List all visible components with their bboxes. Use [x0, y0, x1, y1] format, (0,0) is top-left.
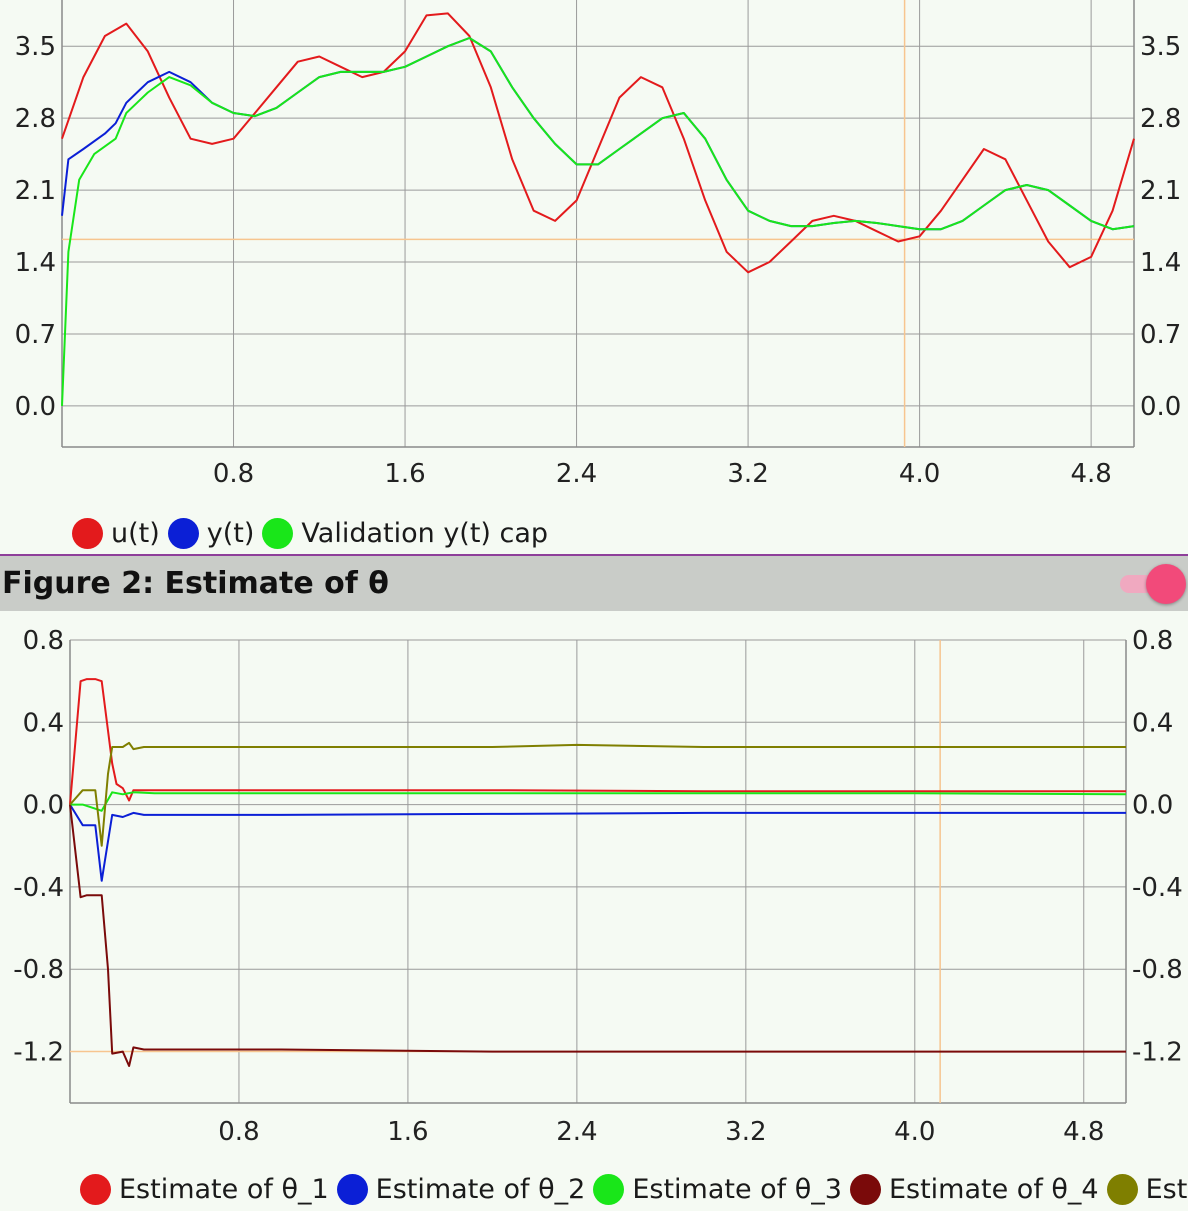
legend-label: Est — [1145, 1173, 1188, 1205]
y-tick-label-right: 0.8 — [1132, 626, 1173, 656]
legend-item: u(t) — [72, 517, 160, 549]
series-line-estimate-of-5 — [69, 741, 1126, 847]
y-tick-label-left: -0.8 — [13, 955, 64, 985]
y-tick-label-left: -1.2 — [13, 1038, 64, 1068]
series-line-y-t — [61, 37, 1135, 231]
legend-label: Validation y(t) cap — [301, 517, 549, 549]
series-line-estimate-of-1 — [69, 678, 1126, 805]
x-tick-label: 2.4 — [556, 1117, 597, 1147]
chart-1: 0.8 1.6 2.4 3.2 4.0 4.8 0.0 0.0 0.7 0.7 1.4 1.4 2.1 2… — [15, 0, 1181, 489]
legend-swatch — [167, 517, 199, 549]
legend-label: Estimate of θ_4 — [888, 1173, 1099, 1205]
x-tick-label: 4.0 — [894, 1117, 935, 1147]
x-tick-label: 0.8 — [213, 459, 254, 489]
series-line-validation-y-t-cap — [61, 37, 1135, 406]
x-tick-label: 4.8 — [1070, 459, 1111, 489]
legend-label: Estimate of θ_2 — [375, 1173, 586, 1205]
legend-label: u(t) — [111, 517, 160, 549]
legend-swatch — [80, 1173, 111, 1205]
legend-item: Estimate of θ_3 — [593, 1173, 842, 1205]
toggle-thumb — [1146, 564, 1186, 604]
legend-label: Estimate of θ_1 — [119, 1173, 329, 1205]
y-tick-label-right: -0.8 — [1132, 955, 1183, 985]
legend-item: Estimate of θ_4 — [849, 1173, 1099, 1205]
y-tick-label-left: 1.4 — [15, 248, 56, 278]
chart-1-legend: u(t) y(t) Validation y(t) cap — [72, 511, 1188, 555]
legend-swatch — [336, 1173, 368, 1205]
y-tick-label-left: -0.4 — [13, 873, 64, 903]
legend-item: Estimate of θ_1 — [80, 1173, 329, 1205]
legend-swatch — [72, 517, 103, 549]
chart-2: 0.8 1.6 2.4 3.2 4.0 4.8 -1.2 -1.2 -0.8 -0.8 -0.4 -0… — [13, 626, 1183, 1147]
legend-item: y(t) — [167, 517, 255, 549]
legend-label: y(t) — [206, 517, 255, 549]
x-tick-label: 1.6 — [384, 459, 425, 489]
figure-2-title: Figure 2: Estimate of θ — [2, 566, 389, 601]
y-tick-label-right: 0.4 — [1132, 708, 1173, 738]
y-tick-label-left: 3.5 — [15, 32, 56, 62]
x-tick-label: 3.2 — [727, 459, 768, 489]
y-tick-label-left: 0.8 — [23, 626, 64, 656]
y-tick-label-right: 0.0 — [1132, 791, 1173, 821]
x-tick-label: 4.0 — [899, 459, 940, 489]
series-line-estimate-of-2 — [69, 804, 1126, 882]
y-tick-label-left: 2.1 — [15, 176, 56, 206]
x-tick-label: 2.4 — [556, 459, 597, 489]
legend-swatch — [593, 1173, 625, 1205]
y-tick-label-right: 0.0 — [1140, 392, 1181, 422]
y-tick-label-left: 0.0 — [23, 791, 64, 821]
legend-item: Validation y(t) cap — [262, 517, 549, 549]
legend-item: Estimate of θ_2 — [336, 1173, 586, 1205]
legend-swatch — [849, 1173, 881, 1205]
y-tick-label-left: 0.4 — [23, 708, 64, 738]
plot-area — [62, 0, 1134, 447]
x-tick-label: 4.8 — [1063, 1117, 1104, 1147]
x-tick-label: 0.8 — [218, 1117, 259, 1147]
y-tick-label-left: 0.7 — [15, 320, 56, 350]
plot-area — [70, 640, 1126, 1103]
y-tick-label-right: -0.4 — [1132, 873, 1183, 903]
y-tick-label-right: 2.1 — [1140, 176, 1181, 206]
legend-label: Estimate of θ_3 — [632, 1173, 842, 1205]
series-line-u-t — [61, 12, 1135, 274]
legend-swatch — [262, 517, 294, 549]
chart-2-legend: Estimate of θ_1 Estimate of θ_2 Estimate o… — [80, 1167, 1188, 1211]
y-tick-label-right: 2.8 — [1140, 104, 1181, 134]
x-tick-label: 3.2 — [725, 1117, 766, 1147]
figure-2-header: Figure 2: Estimate of θ — [0, 556, 1188, 611]
series-line-estimate-of-3 — [70, 791, 1127, 812]
y-tick-label-right: -1.2 — [1132, 1038, 1183, 1068]
y-tick-label-right: 0.7 — [1140, 320, 1181, 350]
series-line-estimate-of-4 — [69, 804, 1126, 1067]
legend-swatch — [1106, 1173, 1138, 1205]
section-divider — [0, 554, 1188, 556]
y-tick-label-left: 2.8 — [15, 104, 56, 134]
y-tick-label-left: 0.0 — [15, 392, 56, 422]
x-tick-label: 1.6 — [387, 1117, 428, 1147]
y-tick-label-right: 1.4 — [1140, 248, 1181, 278]
figure-2-toggle[interactable] — [1120, 564, 1186, 604]
y-tick-label-right: 3.5 — [1140, 32, 1181, 62]
legend-item: Est — [1106, 1173, 1188, 1205]
